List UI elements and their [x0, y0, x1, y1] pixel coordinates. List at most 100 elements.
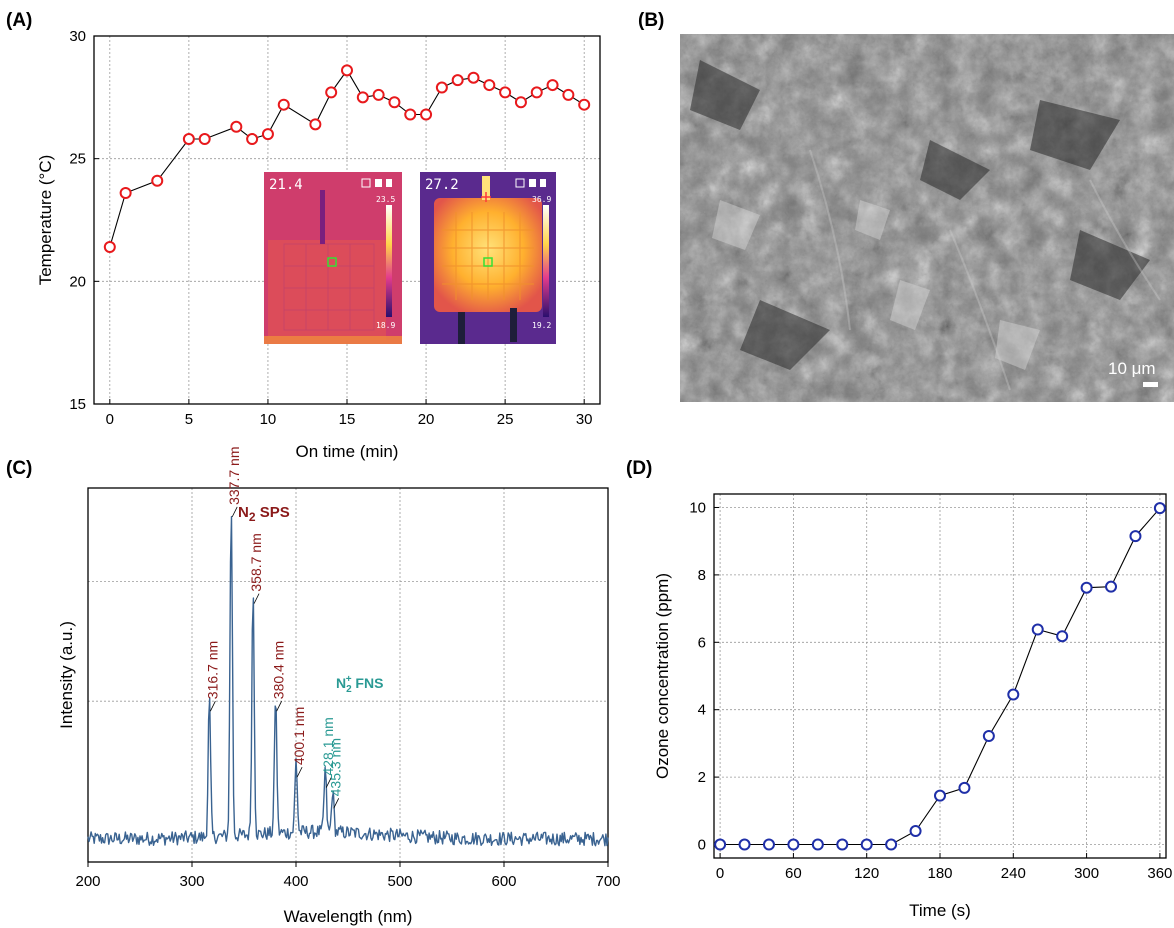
peak-label: 400.1 nm: [291, 707, 307, 765]
thermal-reading-2: 27.2: [425, 177, 459, 193]
x-tick-label: 400: [283, 873, 308, 890]
data-point: [404, 108, 417, 121]
panel-d-xlabel: Time (s): [909, 901, 971, 920]
peak-leader-line: [333, 798, 340, 809]
data-point: [1129, 530, 1142, 543]
data-point: [738, 838, 751, 851]
data-point: [530, 86, 543, 99]
y-tick-label: 8: [698, 567, 706, 584]
panel-c-xlabel: Wavelength (nm): [284, 907, 413, 926]
panel-b-letter: (B): [638, 10, 664, 31]
data-point: [1153, 502, 1166, 515]
data-point: [1080, 581, 1093, 594]
panel-d-grid: [714, 494, 1166, 858]
x-tick-label: 10: [260, 411, 277, 428]
panel-a-ticks: 0 5 10 15 20 25 30 15 20 25 30: [69, 28, 592, 428]
panel-a-markers: [103, 64, 591, 253]
panel-c-axes-frame: [87, 487, 609, 863]
peak-label: 380.4 nm: [271, 641, 287, 699]
data-point: [277, 98, 290, 111]
panel-c-grid: [88, 488, 608, 862]
x-tick-label: 0: [106, 411, 114, 428]
thermal-scale-min-2: 19.2: [532, 321, 551, 330]
y-tick-label: 10: [689, 499, 706, 516]
data-point: [198, 133, 211, 146]
panel-d-ylabel: Ozone concentration (ppm): [653, 573, 672, 779]
panel-b: (B) 10 μm: [638, 10, 1174, 402]
y-tick-label: 0: [698, 837, 706, 854]
thermal-icons-2: [515, 178, 546, 188]
y-tick-label: 30: [69, 28, 86, 45]
y-tick-label: 15: [69, 396, 86, 413]
data-point: [836, 838, 849, 851]
data-point: [1007, 688, 1020, 701]
x-tick-label: 300: [1074, 865, 1099, 882]
peak-leader-line: [253, 593, 260, 604]
panel-c-letter: (C): [6, 458, 32, 479]
y-tick-label: 20: [69, 273, 86, 290]
x-tick-label: 200: [75, 873, 100, 890]
n2-sps-label: N2 SPS: [238, 504, 290, 524]
data-point: [934, 789, 946, 802]
thermal-reading-1: 21.4: [269, 177, 303, 193]
x-tick-label: 180: [927, 865, 952, 882]
panel-a-ylabel: Temperature (°C): [36, 155, 55, 286]
x-tick-label: 120: [854, 865, 879, 882]
data-point: [261, 128, 274, 141]
data-point: [435, 81, 448, 94]
data-point: [451, 74, 464, 87]
x-tick-label: 20: [418, 411, 435, 428]
data-point: [309, 118, 322, 131]
data-point: [1105, 580, 1118, 593]
thermal-image-before: 21.4 23.5 18.9: [264, 172, 402, 344]
peak-label: 358.7 nm: [248, 533, 264, 591]
peak-label: 435.3 nm: [328, 738, 344, 796]
panel-d: (D) 0 60 120 180 240 300 360 0 2 4 6 8 10 Time (s) O…: [626, 458, 1172, 920]
x-tick-label: 700: [595, 873, 620, 890]
peak-leader-line: [231, 506, 238, 518]
peak-leader-line: [296, 766, 303, 778]
scale-bar-label: 10 μm: [1108, 359, 1156, 378]
data-point: [787, 838, 800, 851]
panel-c-ticks: 200 300 400 500 600 700: [75, 862, 621, 890]
panel-a-letter: (A): [6, 10, 32, 31]
data-point: [341, 64, 353, 77]
x-tick-label: 5: [185, 411, 193, 428]
x-tick-label: 30: [576, 411, 593, 428]
data-point: [103, 240, 116, 253]
data-point: [562, 88, 575, 101]
y-tick-label: 2: [698, 769, 706, 786]
data-point: [151, 174, 164, 187]
data-point: [762, 838, 775, 851]
x-tick-label: 600: [491, 873, 516, 890]
y-tick-label: 25: [69, 151, 86, 168]
panel-a-xlabel: On time (min): [296, 442, 399, 461]
sem-micrograph: 10 μm: [680, 34, 1174, 402]
thermal-scale-max-2: 36.9: [532, 195, 551, 204]
thermal-color-scale-2: [543, 205, 549, 317]
thermal-image-after: 27.2 36.9 19.2: [420, 172, 556, 344]
x-tick-label: 60: [785, 865, 802, 882]
thermal-scale-min-1: 18.9: [376, 321, 395, 330]
y-tick-label: 6: [698, 634, 706, 651]
data-point: [372, 88, 385, 101]
n2-plus-fns-label: N2+ FNS: [336, 674, 383, 695]
panel-a: (A) 0 5 10 15 20 25 30 15 20 25 30 On time (min) T…: [6, 10, 601, 461]
data-point: [909, 825, 922, 838]
panel-d-ticks: 0 60 120 180 240 300 360 0 2 4 6 8 10: [689, 499, 1172, 882]
x-tick-label: 300: [179, 873, 204, 890]
x-tick-label: 240: [1001, 865, 1026, 882]
data-point: [982, 729, 995, 742]
data-point: [325, 86, 338, 99]
data-point: [467, 71, 480, 84]
data-point: [119, 187, 132, 200]
peak-leader-line: [210, 701, 216, 712]
y-tick-label: 4: [698, 702, 706, 719]
data-point: [714, 838, 727, 851]
panel-d-markers: [714, 502, 1166, 851]
data-point: [546, 79, 559, 92]
data-point: [356, 91, 369, 104]
panel-c-spectrum-line: [87, 516, 609, 847]
